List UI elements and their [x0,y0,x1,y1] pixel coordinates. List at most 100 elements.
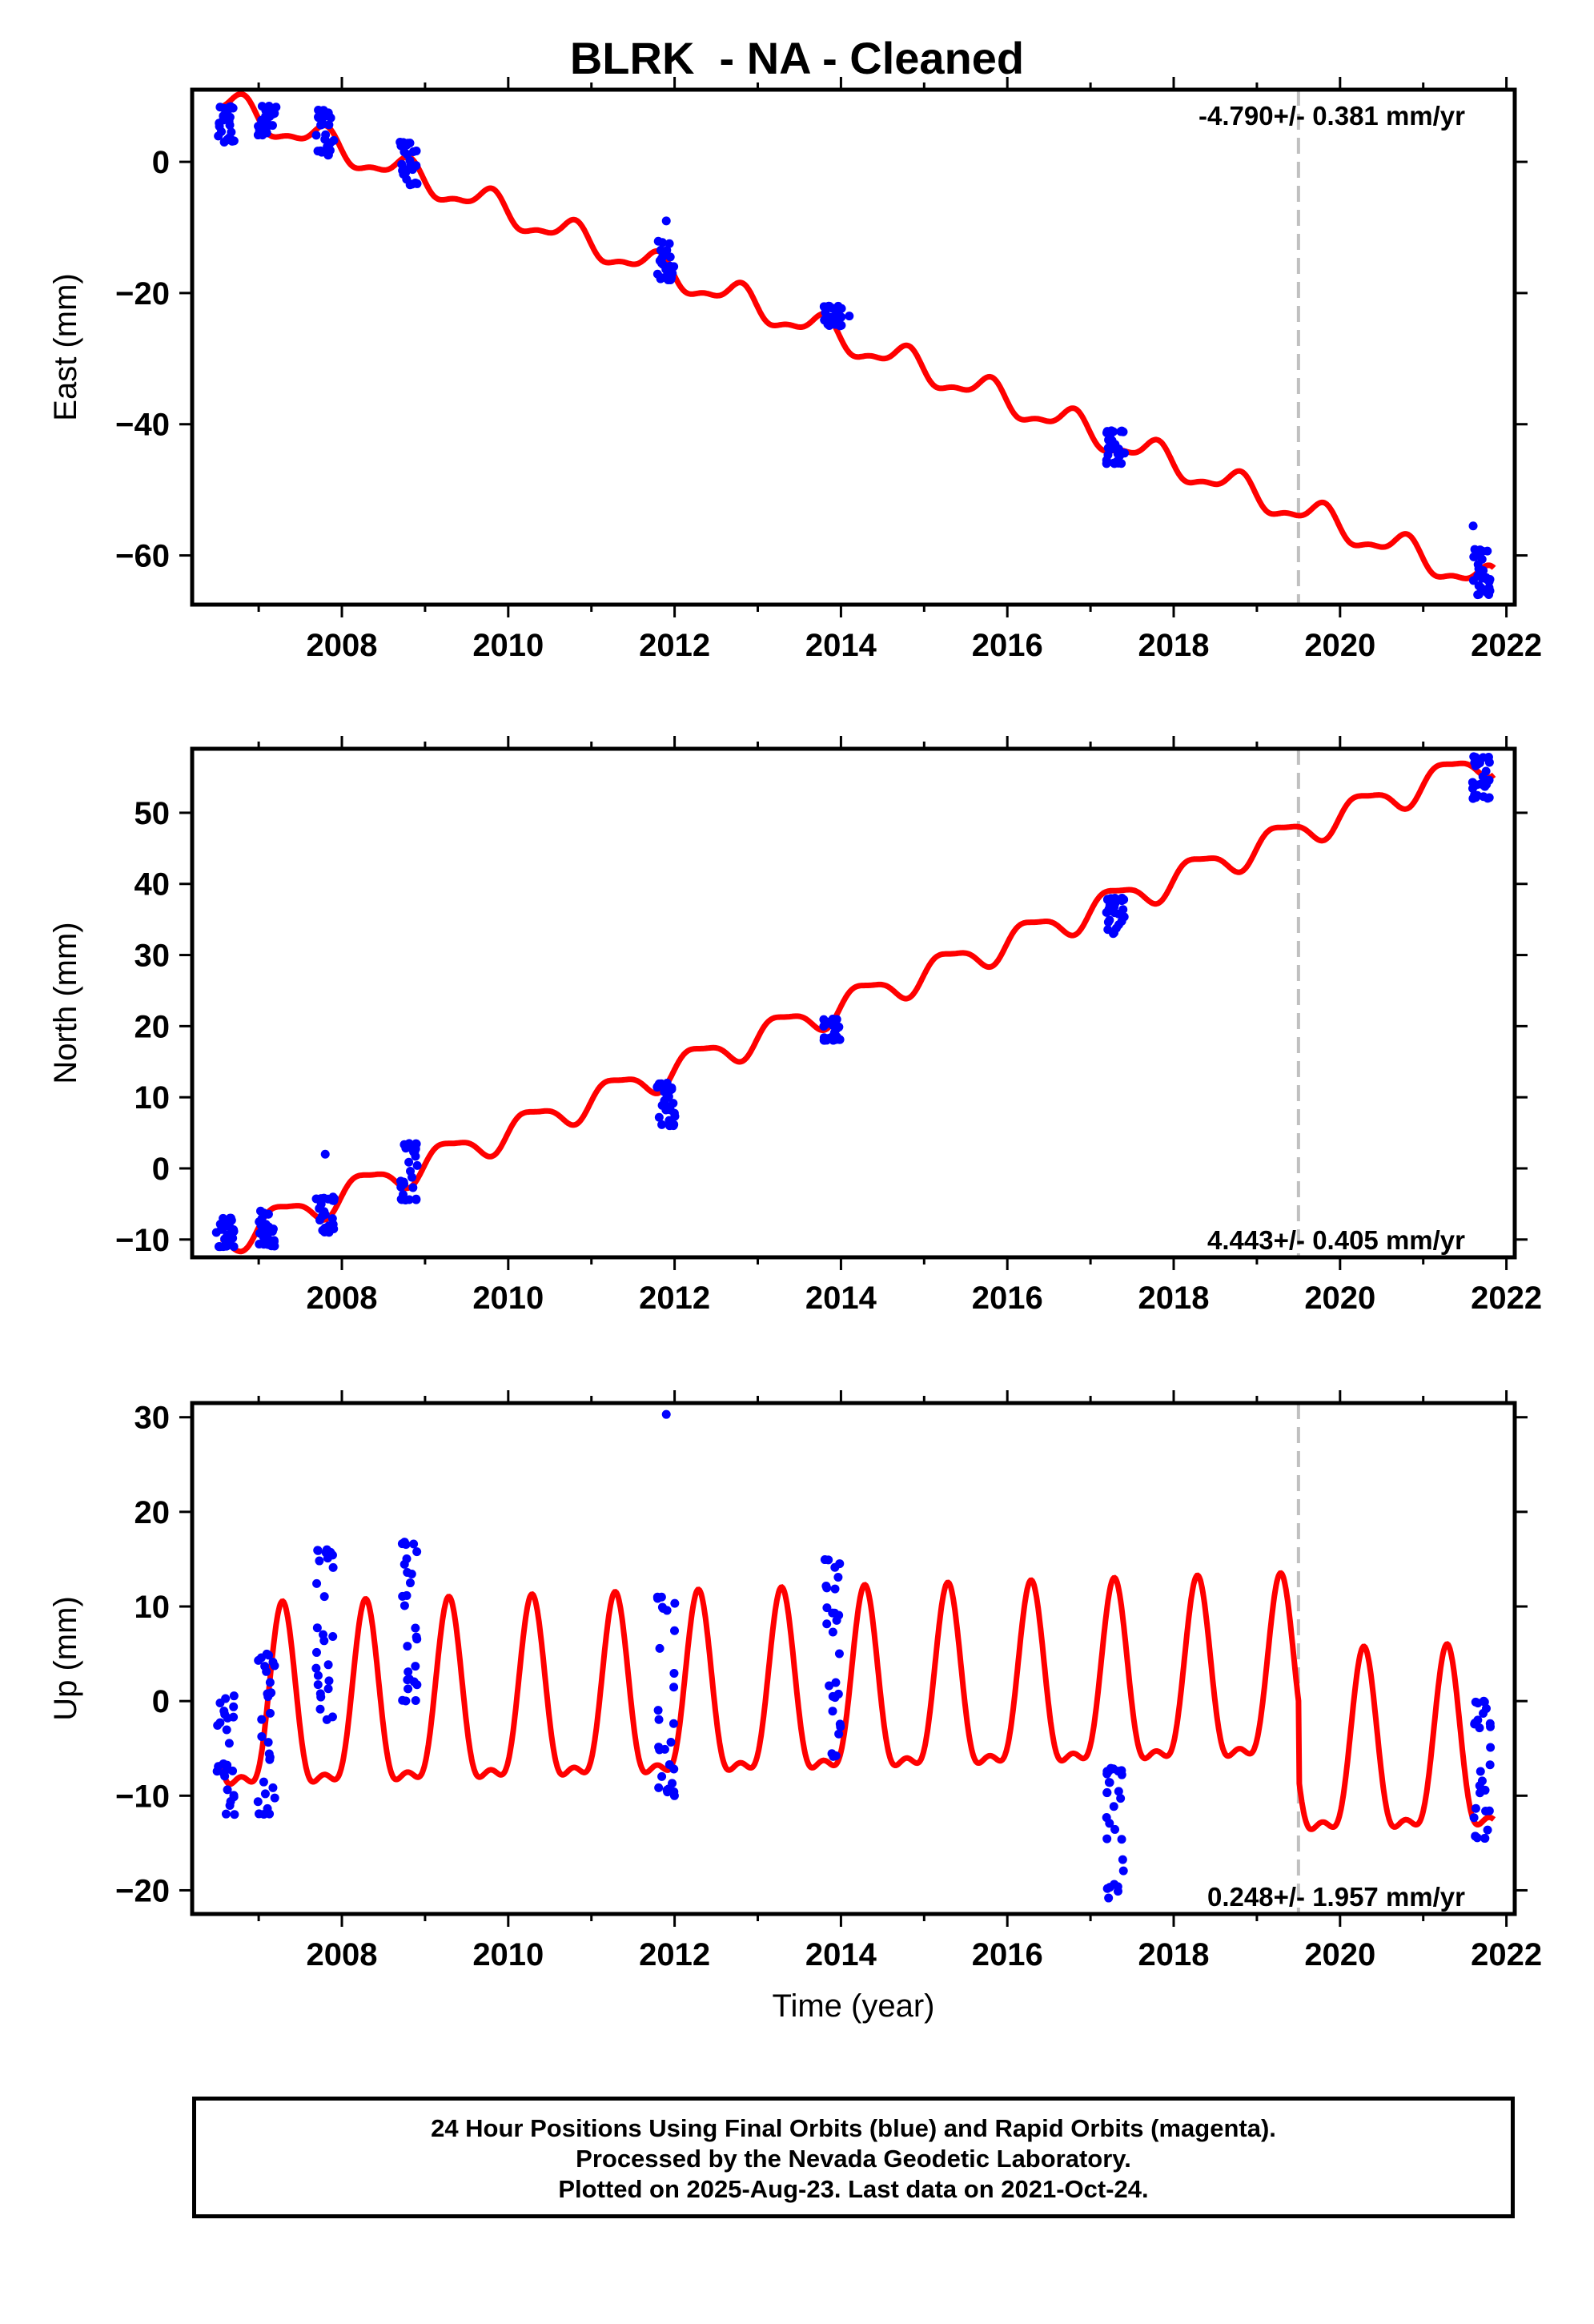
data-point [1485,1719,1495,1728]
y-tick-label: −20 [115,276,170,312]
data-point [1114,1787,1123,1796]
data-point [1114,444,1123,454]
data-point [222,1725,231,1735]
x-tick-label: 2022 [1471,1281,1542,1316]
data-point [828,1627,837,1637]
data-point [257,1731,267,1741]
data-point [665,252,675,262]
data-point [828,1707,837,1716]
data-point [828,1020,837,1030]
data-point [1109,929,1118,939]
data-point [669,1121,678,1131]
x-tick-label: 2016 [972,1937,1043,1972]
data-point [1486,1743,1496,1752]
data-point [311,1647,321,1657]
data-point [259,123,268,132]
data-point [403,1567,412,1577]
data-point [1118,1855,1127,1864]
footer-line-3: Plotted on 2025-Aug-23. Last data on 202… [558,2175,1149,2203]
data-point [663,263,673,272]
data-point [1119,912,1129,922]
y-tick-label: 10 [135,1590,171,1625]
data-point [229,1791,239,1800]
data-point [260,1662,270,1671]
data-point [327,1712,337,1722]
data-point [1476,1788,1485,1798]
data-point [669,1668,679,1678]
data-point [819,1021,829,1031]
data-point [217,127,227,136]
data-point [1471,1831,1480,1841]
data-point [409,1539,419,1549]
data-point [819,302,829,312]
data-point [1485,575,1495,585]
data-point [663,1085,673,1095]
data-point [1104,1893,1114,1903]
x-tick-label: 2008 [307,1281,378,1316]
data-point [662,1785,672,1795]
data-point [657,1771,667,1781]
data-point [1479,566,1488,576]
footer-line-1: 24 Hour Positions Using Final Orbits (bl… [431,2114,1276,2142]
data-point [1117,1770,1126,1779]
data-point [311,131,321,140]
data-point [324,1676,334,1686]
footer-line-2: Processed by the Nevada Geodetic Laborat… [576,2145,1131,2173]
data-point [1485,586,1495,596]
data-point [662,1079,672,1088]
data-point [1475,1781,1484,1791]
data-point [257,102,267,111]
data-point [408,1183,418,1192]
plot-frame [190,1401,1517,1916]
data-point [406,160,416,170]
data-point [654,1112,664,1122]
data-point [1107,436,1117,445]
data-point [1117,1835,1126,1844]
data-point [661,273,671,283]
data-point [1102,1788,1112,1798]
plot-frame [190,746,1517,1260]
y-tick-label: 10 [135,1080,171,1116]
data-point [402,175,412,184]
data-point [404,1667,413,1677]
x-tick-label: 2012 [639,1281,710,1316]
data-point [218,1224,227,1233]
data-point [653,236,663,246]
data-point [412,1547,422,1557]
rate-label: -4.790+/- 0.381 mm/yr [1199,101,1465,131]
data-point [403,1642,412,1651]
data-point [1471,761,1480,770]
data-point [329,135,339,145]
data-point [267,1227,277,1236]
data-points [214,102,1495,600]
panel-east: 2008 2010 2012 2014 2016 2018 2020 2022 −60 −40 −2… [48,77,1542,663]
data-point [219,1213,228,1223]
data-point [224,133,234,143]
data-point [1106,444,1115,454]
data-point [404,1684,413,1694]
data-point [320,1209,330,1219]
y-tick-label: 40 [135,867,171,903]
y-axis-title: East (mm) [48,273,83,420]
data-point [669,1719,678,1728]
data-point-outlier [661,216,671,226]
data-point [1116,1794,1126,1803]
data-point [263,1209,273,1219]
data-point [324,120,334,130]
data-point [255,1206,265,1216]
data-point [1481,1806,1491,1815]
data-point [1471,1803,1480,1813]
data-point [320,135,330,144]
data-point [319,1592,329,1602]
data-point [1105,900,1114,910]
data-point [1109,1802,1118,1811]
x-tick-label: 2010 [472,1937,544,1972]
data-point [268,1658,278,1667]
y-tick-label: 0 [152,145,170,180]
data-point [315,1204,324,1213]
data-point [835,1719,845,1729]
y-tick-label: −20 [115,1873,170,1908]
data-point [323,1660,333,1670]
data-point [408,1172,417,1182]
y-tick-label: 50 [135,796,171,831]
